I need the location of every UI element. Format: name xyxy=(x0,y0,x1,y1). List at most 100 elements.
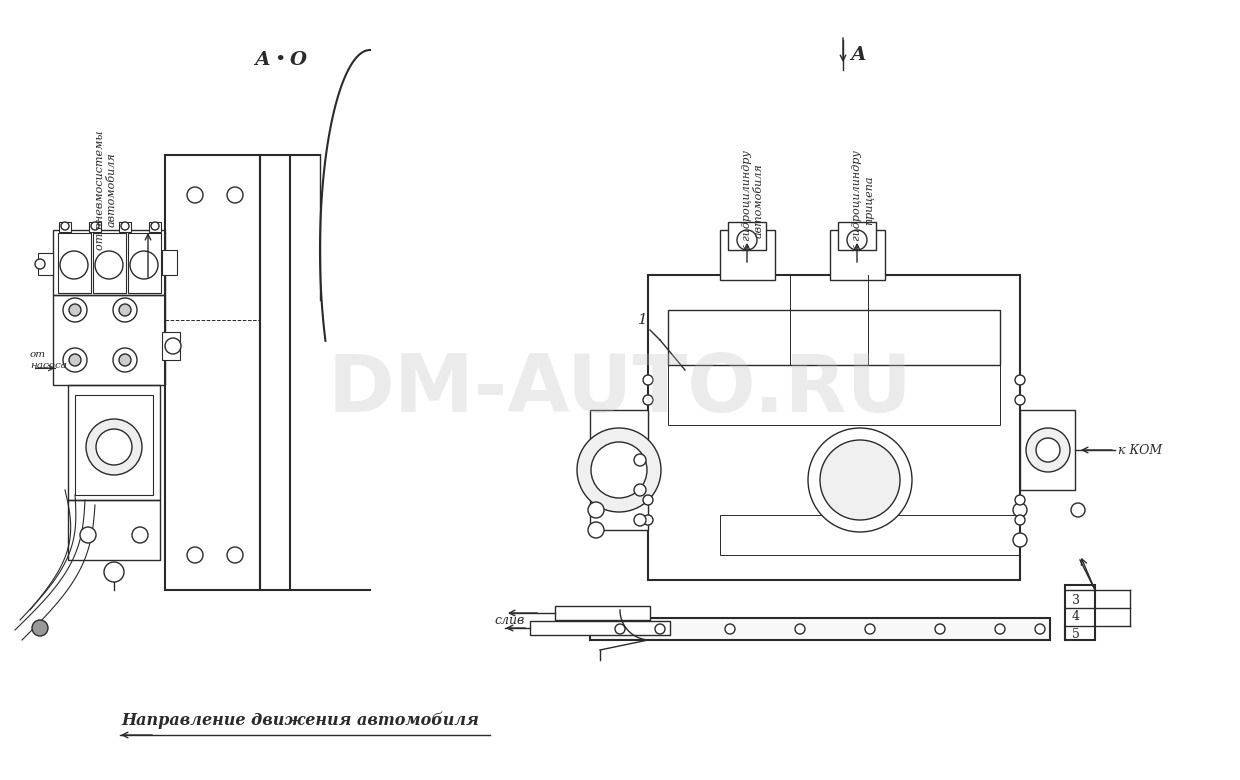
Circle shape xyxy=(104,562,124,582)
Circle shape xyxy=(634,484,646,496)
Circle shape xyxy=(95,429,131,465)
Bar xyxy=(590,618,1050,640)
Circle shape xyxy=(591,442,647,498)
Text: к гидроцилиндру
прицепа: к гидроцилиндру прицепа xyxy=(852,150,874,251)
Circle shape xyxy=(644,375,653,385)
Circle shape xyxy=(577,428,661,512)
Text: от пневмосистемы
автомобиля: от пневмосистемы автомобиля xyxy=(95,130,117,250)
Bar xyxy=(89,222,100,232)
Bar xyxy=(260,155,290,590)
Text: к КОМ: к КОМ xyxy=(1118,444,1162,456)
Circle shape xyxy=(1035,624,1045,634)
Circle shape xyxy=(227,547,243,563)
Bar xyxy=(119,222,131,232)
Circle shape xyxy=(994,624,1004,634)
Bar xyxy=(1021,410,1075,490)
Circle shape xyxy=(63,348,87,372)
Bar xyxy=(668,310,999,365)
Bar xyxy=(53,230,165,295)
Circle shape xyxy=(634,514,646,526)
Circle shape xyxy=(644,395,653,405)
Circle shape xyxy=(847,230,867,250)
Text: DM-AUTO.RU: DM-AUTO.RU xyxy=(327,351,913,429)
Circle shape xyxy=(227,187,243,203)
Circle shape xyxy=(69,304,81,316)
Bar xyxy=(58,233,91,293)
Bar xyxy=(162,250,177,275)
Circle shape xyxy=(95,251,123,279)
Circle shape xyxy=(725,624,735,634)
Circle shape xyxy=(151,222,159,230)
Circle shape xyxy=(60,251,88,279)
Circle shape xyxy=(1016,515,1025,525)
Bar xyxy=(649,275,1021,580)
Bar xyxy=(720,515,1021,555)
Circle shape xyxy=(615,624,625,634)
Circle shape xyxy=(1025,428,1070,472)
Circle shape xyxy=(1013,503,1027,517)
Bar xyxy=(53,295,165,385)
Circle shape xyxy=(1013,533,1027,547)
Text: А: А xyxy=(849,46,866,64)
Bar xyxy=(529,621,670,635)
Bar xyxy=(68,500,160,560)
Circle shape xyxy=(187,547,203,563)
Circle shape xyxy=(131,527,148,543)
Circle shape xyxy=(81,527,95,543)
Text: от
насоса: от насоса xyxy=(30,350,67,370)
Bar xyxy=(149,222,161,232)
Circle shape xyxy=(113,348,136,372)
Circle shape xyxy=(119,304,131,316)
Bar xyxy=(93,233,126,293)
Circle shape xyxy=(32,620,48,636)
Circle shape xyxy=(795,624,805,634)
Bar xyxy=(720,230,775,280)
Circle shape xyxy=(1071,503,1085,517)
Circle shape xyxy=(165,338,181,354)
Bar xyxy=(830,230,885,280)
Bar xyxy=(128,233,161,293)
Circle shape xyxy=(61,222,69,230)
Circle shape xyxy=(1016,395,1025,405)
Bar xyxy=(556,606,650,620)
Circle shape xyxy=(866,624,875,634)
Bar xyxy=(1065,585,1095,640)
Text: О: О xyxy=(290,51,308,69)
Text: 3: 3 xyxy=(1073,594,1080,607)
Text: •: • xyxy=(274,51,285,69)
Text: 4: 4 xyxy=(1073,611,1080,623)
Circle shape xyxy=(122,222,129,230)
Circle shape xyxy=(655,624,665,634)
Bar xyxy=(668,365,999,425)
Bar xyxy=(165,155,260,590)
Bar xyxy=(162,332,180,360)
Circle shape xyxy=(820,440,900,520)
Text: 1: 1 xyxy=(639,313,647,327)
Bar xyxy=(838,222,875,250)
Circle shape xyxy=(588,502,604,518)
Circle shape xyxy=(63,298,87,322)
Circle shape xyxy=(1016,495,1025,505)
Circle shape xyxy=(808,428,911,532)
Circle shape xyxy=(644,495,653,505)
Circle shape xyxy=(113,298,136,322)
Bar xyxy=(590,410,649,530)
Circle shape xyxy=(1016,375,1025,385)
Circle shape xyxy=(634,454,646,466)
Circle shape xyxy=(737,230,756,250)
Bar xyxy=(68,385,160,500)
Bar xyxy=(74,395,153,495)
Text: 5: 5 xyxy=(1073,627,1080,640)
Circle shape xyxy=(130,251,157,279)
Circle shape xyxy=(35,259,45,269)
Circle shape xyxy=(935,624,945,634)
Bar xyxy=(728,222,766,250)
Circle shape xyxy=(588,522,604,538)
Bar xyxy=(38,253,53,275)
Circle shape xyxy=(91,222,99,230)
Text: А: А xyxy=(254,51,270,69)
Circle shape xyxy=(1035,438,1060,462)
Circle shape xyxy=(119,354,131,366)
Circle shape xyxy=(187,187,203,203)
Text: Направление движения автомобиля: Направление движения автомобиля xyxy=(122,711,479,729)
